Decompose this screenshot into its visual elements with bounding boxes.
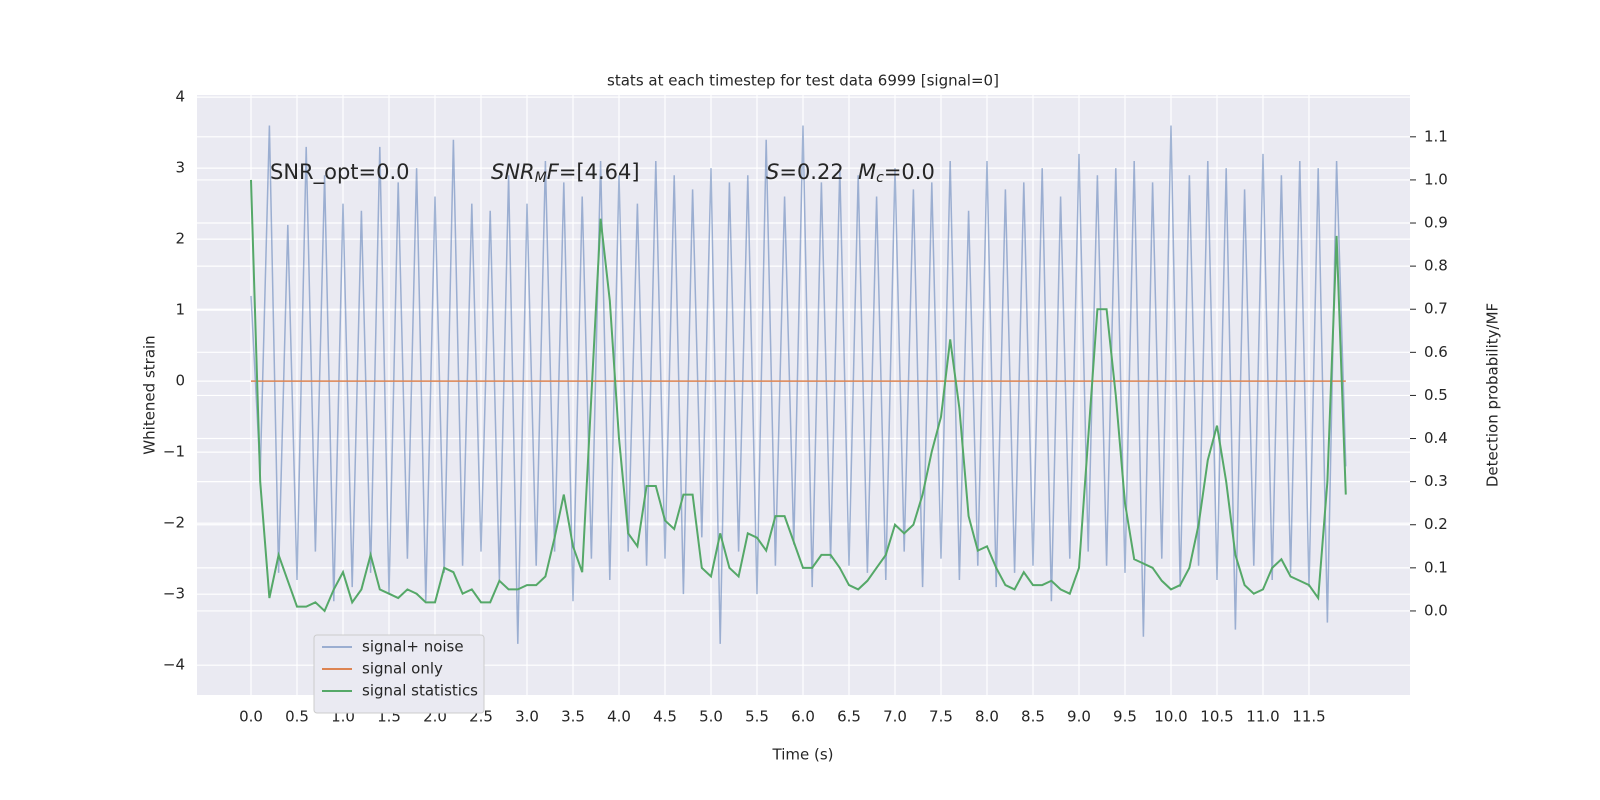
annotation-part: S (766, 160, 779, 184)
y2-tick-label: 1.1 (1424, 127, 1448, 145)
x-tick-label: 3.0 (515, 708, 539, 726)
x-tick-label: 9.0 (1067, 708, 1091, 726)
annotation-part: F (547, 160, 560, 184)
annotation-part: SNR_opt=0.0 (270, 160, 410, 185)
x-tick-label: 7.5 (929, 708, 953, 726)
annotation-part: SNR (491, 160, 535, 184)
y2-tick-label: 0.9 (1424, 214, 1448, 232)
x-tick-label: 5.0 (699, 708, 723, 726)
legend-label: signal statistics (362, 682, 478, 700)
annotation-part: M (535, 170, 547, 186)
x-tick-label: 3.5 (561, 708, 585, 726)
series-line (250, 125, 1347, 644)
y-tick-label: 0 (175, 372, 185, 390)
y-tick-label: −3 (163, 585, 185, 603)
annotation-part: =0.22 (779, 160, 843, 184)
x-tick-label: 10.5 (1200, 708, 1233, 726)
y-tick-label: 2 (175, 230, 185, 248)
x-tick-label: 0.0 (239, 708, 263, 726)
x-tick-label: 7.0 (883, 708, 907, 726)
x-axis-label: Time (s) (772, 746, 834, 764)
y-tick-label: 3 (175, 159, 185, 177)
y-tick-label: −2 (163, 514, 185, 532)
annotation-part: =0.0 (884, 160, 935, 184)
x-tick-label: 9.5 (1113, 708, 1137, 726)
y2-tick-label: 0.2 (1424, 515, 1448, 533)
x-tick-label: 8.0 (975, 708, 999, 726)
y2-tick-label: 0.0 (1424, 601, 1448, 619)
x-tick-label: 4.5 (653, 708, 677, 726)
x-tick-label: 10.0 (1154, 708, 1187, 726)
y-tick-label: −1 (163, 443, 185, 461)
y2-tick-label: 0.8 (1424, 257, 1448, 275)
y2-tick-label: 0.6 (1424, 343, 1448, 361)
annotation-part: M (858, 160, 876, 184)
x-tick-label: 11.0 (1246, 708, 1279, 726)
legend-label: signal only (362, 660, 443, 678)
chart-title: stats at each timestep for test data 699… (607, 72, 999, 90)
x-tick-label: 11.5 (1292, 708, 1325, 726)
y2-tick-label: 0.3 (1424, 472, 1448, 490)
annotation-part: =[4.64] (559, 160, 640, 184)
y-tick-label: 1 (175, 301, 185, 319)
annotation: SNR_opt=0.0 (270, 160, 410, 185)
legend-label: signal+ noise (362, 638, 464, 656)
y2-tick-label: 0.4 (1424, 429, 1448, 447)
x-tick-label: 4.0 (607, 708, 631, 726)
annotation: S=0.22 (766, 160, 844, 184)
x-tick-label: 6.0 (791, 708, 815, 726)
y2-axis-label: Detection probability/MF (1484, 303, 1502, 487)
y2-tick-label: 0.5 (1424, 386, 1448, 404)
x-tick-label: 5.5 (745, 708, 769, 726)
annotation: SNRMF=[4.64] (491, 160, 640, 186)
y2-tick-label: 0.7 (1424, 300, 1448, 318)
annotation-part: c (876, 170, 884, 186)
x-tick-label: 8.5 (1021, 708, 1045, 726)
x-tick-label: 0.5 (285, 708, 309, 726)
y-tick-label: −4 (163, 656, 185, 674)
legend-box (313, 634, 485, 714)
series-line (250, 179, 1347, 613)
y2-tick-label: 0.1 (1424, 558, 1448, 576)
annotation: Mc=0.0 (858, 160, 935, 186)
x-tick-label: 6.5 (837, 708, 861, 726)
y-tick-label: 4 (175, 88, 185, 106)
y2-tick-label: 1.0 (1424, 170, 1448, 188)
y-axis-label: Whitened strain (141, 335, 159, 454)
